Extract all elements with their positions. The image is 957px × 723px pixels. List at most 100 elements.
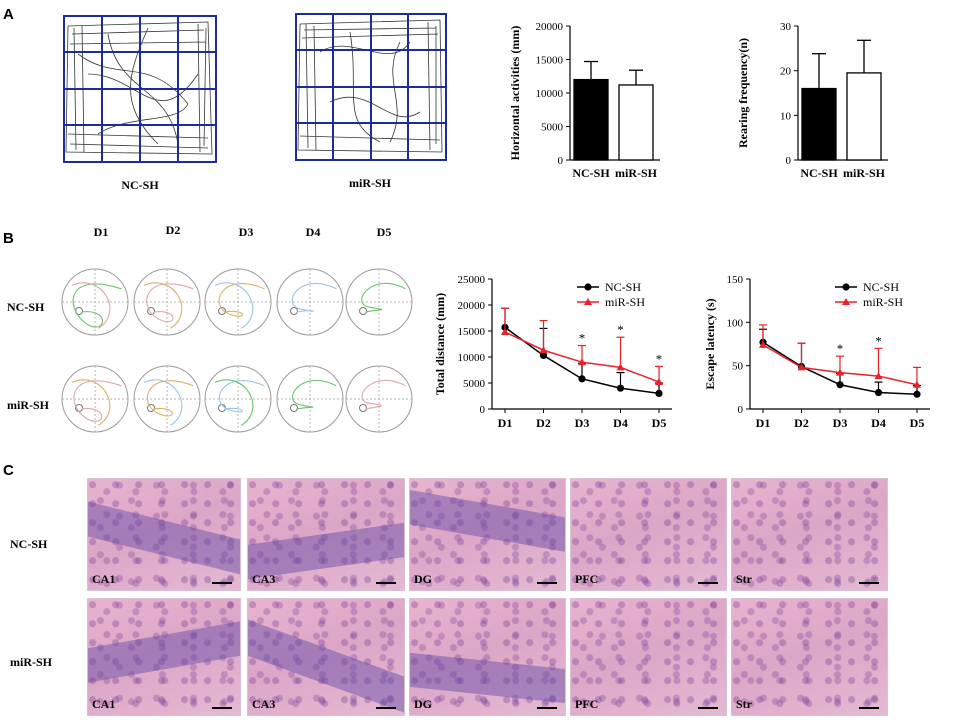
x-tick-label: miR-SH (843, 166, 886, 180)
scale-bar (537, 582, 557, 584)
scale-bar (859, 582, 879, 584)
swim-path (143, 282, 183, 329)
point-mir-sh (797, 363, 806, 371)
day-label-d2: D2 (165, 223, 181, 237)
point-nc-sh (836, 381, 844, 389)
swim-path (214, 379, 254, 426)
x-tick-label: miR-SH (615, 166, 658, 180)
point-mir-sh (539, 346, 548, 354)
y-axis-label: Rearing frequency(n) (736, 38, 750, 148)
x-tick-label: D5 (910, 416, 925, 430)
x-tick-label: D2 (794, 416, 809, 430)
x-tick-label: D3 (833, 416, 848, 430)
significance-star: * (837, 341, 844, 356)
histology-nc-ca1: CA1 (87, 478, 241, 591)
region-label: Str (736, 572, 752, 586)
swim-path (361, 379, 406, 410)
maze-platform (147, 404, 155, 412)
scale-bar (376, 582, 396, 584)
maze-row-label-nc: NC-SH (7, 300, 45, 314)
swim-path (218, 380, 265, 413)
swim-path (71, 379, 111, 426)
scale-bar (537, 707, 557, 709)
rearing-frequency-chart: 0 10 20 30 NC-SH miR-SH Rearing frequency(n) (736, 21, 888, 180)
swim-path (71, 282, 111, 329)
y-tick-label: 25000 (458, 274, 486, 286)
y-tick-label: 5000 (463, 378, 486, 390)
scale-bar (698, 707, 718, 709)
panel-letter-a: A (3, 6, 14, 23)
point-mir-sh (836, 368, 844, 376)
point-nc-sh (578, 375, 586, 383)
maze-platform (290, 307, 298, 315)
day-label-d5: D5 (376, 225, 392, 239)
y-tick-label: 0 (558, 155, 564, 167)
legend-marker-mir-sh (842, 298, 850, 305)
maze-row-label-mir: miR-SH (7, 398, 49, 412)
swim-path (291, 282, 337, 313)
day-label-d3: D3 (238, 225, 254, 239)
significance-star: * (617, 322, 624, 337)
region-label: PFC (575, 697, 599, 711)
significance-star: * (579, 331, 586, 346)
y-tick-label: 0 (480, 404, 486, 416)
region-label: DG (414, 697, 432, 711)
point-nc-sh (539, 351, 548, 360)
histology-mir-ca3: CA3 (247, 598, 405, 716)
y-tick-label: 0 (786, 155, 792, 167)
point-mir-sh (501, 328, 509, 336)
maze-platform (359, 307, 367, 315)
y-tick-label: 100 (727, 317, 744, 329)
maze-platform (290, 404, 298, 412)
legend-marker-nc-sh (842, 283, 850, 291)
y-tick-label: 10000 (458, 352, 486, 364)
bar-nc-sh (801, 87, 837, 161)
region-label: DG (414, 572, 432, 586)
swim-path (218, 283, 265, 317)
y-tick-label: 15000 (458, 326, 486, 338)
x-tick-label: NC-SH (800, 166, 838, 180)
bar-mir-sh (846, 72, 882, 161)
significance-star: * (656, 351, 663, 366)
region-label: Str (736, 697, 752, 711)
histology-nc-dg: DG (409, 478, 566, 591)
day-label-d4: D4 (305, 225, 321, 239)
swim-path (72, 283, 122, 328)
open-field-track-nc (63, 15, 217, 163)
swim-path (146, 283, 194, 323)
point-nc-sh (874, 388, 883, 397)
region-label: CA3 (252, 697, 276, 711)
histology-mir-str: Str (731, 598, 888, 716)
x-tick-label: D3 (575, 416, 590, 430)
region-label: CA1 (92, 572, 116, 586)
histology-nc-str: Str (731, 478, 888, 591)
legend-label-mir-sh: miR-SH (863, 295, 903, 309)
histology-row-label-nc: NC-SH (10, 537, 48, 551)
histology-mir-ca1: CA1 (87, 598, 241, 716)
x-tick-label: D2 (536, 416, 551, 430)
horizontal-activities-chart: 0 5000 10000 15000 20000 NC-SH miR-SH Horizonta… (508, 21, 660, 180)
maze-platform (359, 404, 367, 412)
point-mir-sh (913, 380, 921, 388)
panel-letter-b: B (3, 230, 14, 247)
y-tick-label: 150 (727, 274, 744, 286)
scale-bar (212, 707, 232, 709)
y-axis-label: Horizontal activities (mm) (508, 26, 522, 161)
x-tick-label: D4 (871, 416, 886, 430)
histology-row-label-mir: miR-SH (10, 655, 52, 669)
total-distance-chart: 0 5000 10000 15000 20000 25000 D1 D2 D3 D4 D5 * * * NC… (433, 274, 672, 430)
scale-bar (376, 707, 396, 709)
y-tick-label: 15000 (536, 55, 564, 67)
y-tick-label: 10 (780, 110, 792, 122)
bar-nc-sh (573, 78, 609, 161)
legend-label-nc-sh: NC-SH (605, 280, 641, 294)
point-mir-sh (759, 340, 767, 348)
bar-mir-sh (618, 84, 654, 161)
y-tick-label: 30 (780, 21, 792, 33)
track-caption-mir: miR-SH (349, 176, 391, 190)
water-maze-swim-paths (61, 268, 413, 433)
legend-marker-mir-sh (584, 298, 592, 305)
swim-path (361, 282, 406, 313)
y-tick-label: 20000 (536, 21, 564, 33)
